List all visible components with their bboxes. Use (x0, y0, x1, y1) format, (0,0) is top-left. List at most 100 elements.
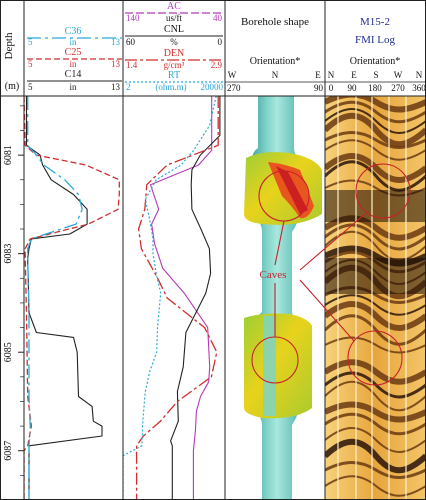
depth-tick-label: 6087 (3, 441, 14, 461)
header-c36-left: 5 (28, 37, 33, 47)
header-ac-left: 140 (126, 13, 140, 23)
fmi-angle-3: 270 (391, 83, 405, 93)
fmi-band (325, 461, 426, 479)
borehole-header: Borehole shape Orientation* W N E 270 90 (225, 16, 325, 93)
fmi-band (325, 301, 426, 331)
header-cnl-name: CNL (164, 24, 184, 35)
header-den-name: DEN (164, 48, 185, 59)
header-den-left: 1.4 (126, 60, 138, 70)
fmi-band (325, 100, 426, 124)
fmi-band (325, 108, 426, 134)
header-c14-unit: in (69, 82, 77, 92)
header-c25-unit: in (69, 59, 77, 69)
header: Depth (m) C36 5 in 13 C25 5 in 13 C14 5 … (0, 0, 426, 96)
cave-circle-fmi-upper (355, 163, 411, 219)
fmi-band (325, 401, 426, 423)
fmi-band (325, 359, 426, 385)
curve-c25 (24, 96, 120, 500)
curve-den (135, 96, 219, 500)
header-c25-name: C25 (65, 47, 82, 58)
fmi-dir-0: N (328, 70, 335, 80)
fmi-band (325, 380, 426, 412)
depth-title: Depth (3, 32, 15, 59)
borehole-scale-w: W (228, 70, 237, 80)
fmi-orientation-title: Orientation* (350, 56, 401, 67)
fmi-angle-1: 90 (348, 83, 358, 93)
curve-ac (149, 96, 213, 500)
fmi-title: M15-2 (360, 16, 390, 28)
depth-unit: (m) (5, 81, 19, 92)
header-rt-right: 20000 (201, 82, 224, 92)
header-ac-name: AC (167, 1, 181, 12)
borehole-subtitle: Orientation* (250, 56, 301, 67)
header-ac-unit: us/ft (166, 13, 183, 23)
borehole-scale-n: N (272, 70, 279, 80)
fmi-band (325, 336, 426, 354)
borehole-scale-e: E (315, 70, 321, 80)
fmi-band (325, 131, 426, 149)
borehole-cave-upper-streak (276, 166, 308, 214)
fmi-angle-2: 180 (368, 83, 382, 93)
header-rt-name: RT (168, 70, 180, 81)
cave-annotations (251, 163, 411, 386)
header-den-right: 2.9 (211, 60, 223, 70)
header-c36-unit: in (69, 37, 77, 47)
fmi-band (325, 96, 426, 113)
header-ac-right: 40 (213, 13, 223, 23)
header-den-unit: g/cm³ (164, 60, 185, 70)
fmi-band (325, 294, 426, 316)
header-cnl-left: 60 (126, 37, 136, 47)
depth-axis: 6081 6083 6085 6087 (3, 105, 24, 476)
fmi-band (325, 160, 426, 192)
fmi-dir-4: N (416, 70, 423, 80)
borehole-cave-lower-channel (263, 316, 276, 416)
borehole-title: Borehole shape (241, 16, 309, 28)
header-c36-name: C36 (65, 26, 82, 37)
header-c25-right: 13 (111, 59, 121, 69)
fmi-band (325, 475, 426, 497)
fmi-subtitle: FMI Log (355, 34, 396, 46)
fmi-dark-zone (325, 258, 426, 294)
borehole-scale-right-num: 90 (314, 83, 324, 93)
fmi-dir-3: W (394, 70, 403, 80)
header-c14-left: 5 (28, 82, 33, 92)
caliper-header: C36 5 in 13 C25 5 in 13 C14 5 in 13 (27, 26, 122, 92)
depth-tick-label: 6085 (3, 342, 14, 362)
fmi-band (325, 427, 426, 453)
curve-cnl (170, 96, 221, 500)
fmi-band (325, 153, 426, 183)
caliper-curves (24, 96, 120, 500)
header-cnl-unit: % (170, 37, 178, 47)
depth-tick-label: 6081 (3, 145, 14, 165)
fmi-band (325, 112, 426, 148)
log-curves (123, 96, 221, 500)
fmi-image (325, 96, 426, 500)
curve-c36 (27, 96, 83, 500)
header-c36-right: 13 (111, 37, 121, 47)
header-c14-name: C14 (65, 69, 82, 80)
fmi-angle-4: 360 (412, 83, 426, 93)
fmi-angle-0: 0 (329, 83, 334, 93)
cave-circle-fmi-lower (347, 330, 403, 386)
fmi-band (325, 314, 426, 346)
fmi-band (325, 139, 426, 161)
borehole-image (244, 96, 322, 500)
fmi-band (325, 412, 426, 436)
header-cnl-right: 0 (218, 37, 223, 47)
header-rt-left: 2 (126, 82, 131, 92)
borehole-scale-left-num: 270 (227, 83, 241, 93)
curve-rt (123, 96, 217, 500)
curve-c14 (25, 96, 103, 500)
log-header: AC 140 us/ft 40 CNL 60 % 0 DEN 1.4 g/cm³… (125, 1, 224, 92)
depth-tick-label: 6083 (3, 244, 14, 264)
header-c14-right: 13 (111, 82, 121, 92)
fmi-band (325, 438, 426, 474)
header-c25-left: 5 (28, 59, 33, 69)
borehole-cave-lower (244, 313, 312, 419)
caves-label: Caves (260, 269, 287, 281)
fmi-header: M15-2 FMI Log Orientation* N E S W N 0 9… (325, 16, 426, 93)
fmi-band (325, 223, 426, 251)
header-rt-unit: (ohm.m) (155, 82, 186, 92)
fmi-dir-2: S (373, 70, 378, 80)
